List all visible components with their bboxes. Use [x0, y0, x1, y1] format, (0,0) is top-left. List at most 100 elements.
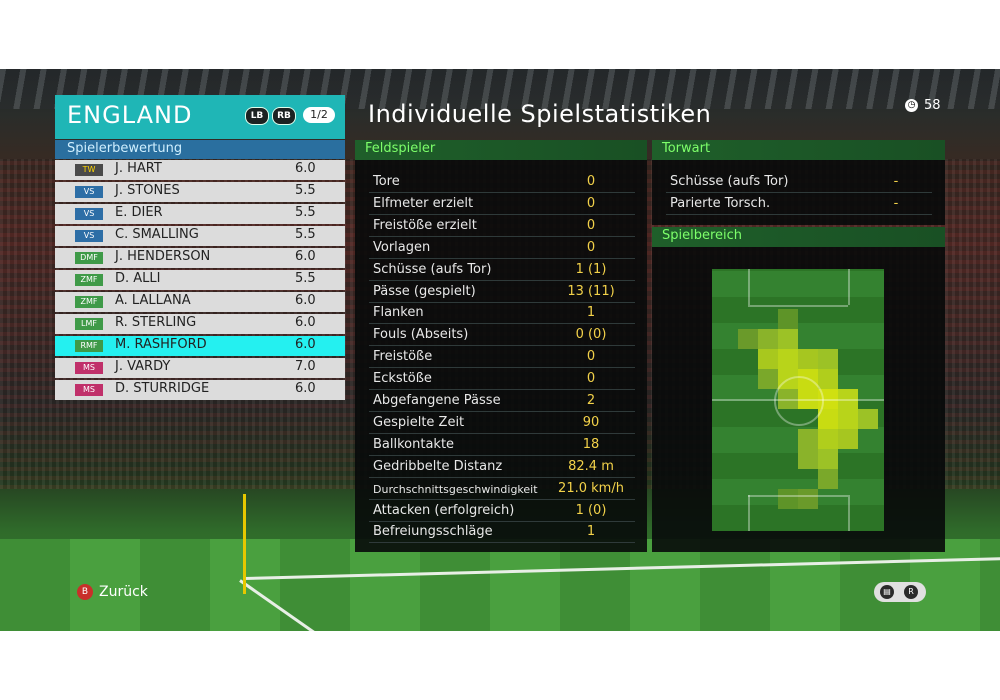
stat-row: Attacken (erfolgreich) 1 (0) — [369, 500, 635, 522]
position-badge: DMF — [75, 252, 103, 264]
stat-row: Durchschnittsgeschwindigkeit 21.0 km/h — [369, 478, 635, 500]
control-hints[interactable]: ▤ R — [874, 582, 926, 602]
player-row[interactable]: ZMF D. ALLI 5.5 — [55, 270, 345, 290]
goalkeeper-stats-table: Schüsse (aufs Tor) - Parierte Torsch. - — [652, 160, 945, 225]
chat-icon[interactable]: ▤ — [880, 585, 894, 599]
player-row[interactable]: MS D. STURRIDGE 6.0 — [55, 380, 345, 400]
keeper-stat-row: Schüsse (aufs Tor) - — [666, 171, 932, 193]
heatmap-cell — [758, 329, 778, 349]
position-badge: TW — [75, 164, 103, 176]
stat-label: Freistöße erzielt — [373, 217, 477, 233]
heatmap-cell — [818, 369, 838, 389]
goalkeeper-header-label: Torwart — [662, 141, 711, 156]
heatmap-cell — [798, 349, 818, 369]
position-badge: MS — [75, 384, 103, 396]
player-rating: 5.5 — [295, 205, 316, 220]
player-name: J. HART — [115, 161, 162, 176]
player-row[interactable]: VS C. SMALLING 5.5 — [55, 226, 345, 246]
stat-label: Abgefangene Pässe — [373, 393, 501, 408]
player-rating: 5.5 — [295, 183, 316, 198]
heatmap-cell — [858, 409, 878, 429]
stat-value: 1 — [586, 524, 596, 540]
stat-row: Gedribbelte Distanz 82.4 m — [369, 456, 635, 478]
lb-button-icon[interactable]: LB — [245, 107, 269, 125]
stat-value: 82.4 m — [568, 458, 614, 474]
rb-button-icon[interactable]: RB — [272, 107, 296, 125]
player-row[interactable]: VS J. STONES 5.5 — [55, 182, 345, 202]
back-label: Zurück — [99, 584, 148, 600]
stat-label: Eckstöße — [373, 371, 432, 387]
player-name: J. VARDY — [115, 359, 171, 374]
stat-value: 21.0 km/h — [558, 480, 624, 496]
area-panel — [652, 247, 945, 552]
position-badge: ZMF — [75, 296, 103, 308]
player-rating: 6.0 — [295, 315, 316, 330]
stat-label: Fouls (Abseits) — [373, 327, 469, 343]
heatmap — [712, 269, 884, 531]
heatmap-cell — [758, 349, 778, 369]
heatmap-cell — [738, 329, 758, 349]
stat-label: Ballkontakte — [373, 436, 455, 452]
player-name: M. RASHFORD — [115, 337, 207, 352]
stat-label: Vorlagen — [373, 239, 431, 255]
player-rating: 6.0 — [295, 293, 316, 308]
player-name: D. STURRIDGE — [115, 381, 210, 396]
position-badge: LMF — [75, 318, 103, 330]
stat-label: Pässe (gespielt) — [373, 283, 476, 299]
position-badge: VS — [75, 208, 103, 220]
stat-value: 1 (0) — [575, 502, 607, 518]
player-rating: 6.0 — [295, 249, 316, 264]
field-stats-table: Tore 0 Elfmeter erzielt 0 Freistöße erzielt 0… — [355, 160, 647, 552]
timer-value: 58 — [924, 98, 941, 113]
stat-value: 18 — [582, 436, 600, 452]
heatmap-cell — [838, 429, 858, 449]
stat-label: Tore — [373, 174, 400, 189]
heatmap-cell — [838, 409, 858, 429]
rating-header: Spielerbewertung — [55, 140, 345, 159]
heatmap-cell — [818, 469, 838, 489]
heatmap-cell — [798, 489, 818, 509]
player-row[interactable]: TW J. HART 6.0 — [55, 160, 345, 180]
match-timer: ◷ 58 — [905, 98, 941, 113]
pitch — [0, 539, 1000, 631]
keeper-stat-label: Parierte Torsch. — [670, 196, 771, 211]
stat-row: Elfmeter erzielt 0 — [369, 193, 635, 215]
area-header-label: Spielbereich — [662, 228, 743, 243]
stat-row: Gespielte Zeit 90 — [369, 412, 635, 434]
player-name: J. STONES — [115, 183, 180, 198]
stat-row: Schüsse (aufs Tor) 1 (1) — [369, 259, 635, 281]
stat-value: 0 — [586, 174, 596, 189]
heatmap-cell — [778, 349, 798, 369]
player-row[interactable]: ZMF A. LALLANA 6.0 — [55, 292, 345, 312]
stat-value: 2 — [586, 393, 596, 408]
player-row[interactable]: LMF R. STERLING 6.0 — [55, 314, 345, 334]
player-row[interactable]: VS E. DIER 5.5 — [55, 204, 345, 224]
stat-value: 0 — [586, 349, 596, 365]
team-header: ENGLAND LB RB 1/2 — [55, 95, 345, 139]
back-button[interactable]: B Zurück — [77, 584, 148, 600]
field-player-header: Feldspieler — [355, 140, 647, 160]
pitch-marking — [748, 495, 750, 531]
area-header: Spielbereich — [652, 227, 945, 247]
player-row[interactable]: DMF J. HENDERSON 6.0 — [55, 248, 345, 268]
clock-icon: ◷ — [905, 99, 918, 112]
player-rating: 6.0 — [295, 381, 316, 396]
page-indicator: 1/2 — [303, 107, 335, 123]
stat-label: Schüsse (aufs Tor) — [373, 261, 492, 277]
player-name: D. ALLI — [115, 271, 161, 286]
heatmap-cell — [798, 449, 818, 469]
stat-value: 0 — [586, 239, 596, 255]
pitch-marking — [848, 495, 850, 531]
stat-row: Eckstöße 0 — [369, 368, 635, 391]
rs-button-icon[interactable]: R — [904, 585, 918, 599]
heatmap-cell — [818, 409, 838, 429]
position-badge: VS — [75, 186, 103, 198]
player-row[interactable]: MS J. VARDY 7.0 — [55, 358, 345, 378]
stat-label: Gespielte Zeit — [373, 414, 465, 430]
player-rating: 6.0 — [295, 337, 316, 352]
stat-row: Befreiungsschläge 1 — [369, 521, 635, 544]
keeper-stat-row: Parierte Torsch. - — [666, 193, 932, 215]
stat-label: Flanken — [373, 305, 424, 321]
player-row[interactable]: RMF M. RASHFORD 6.0 — [55, 336, 345, 356]
stat-value: 0 — [586, 195, 596, 211]
